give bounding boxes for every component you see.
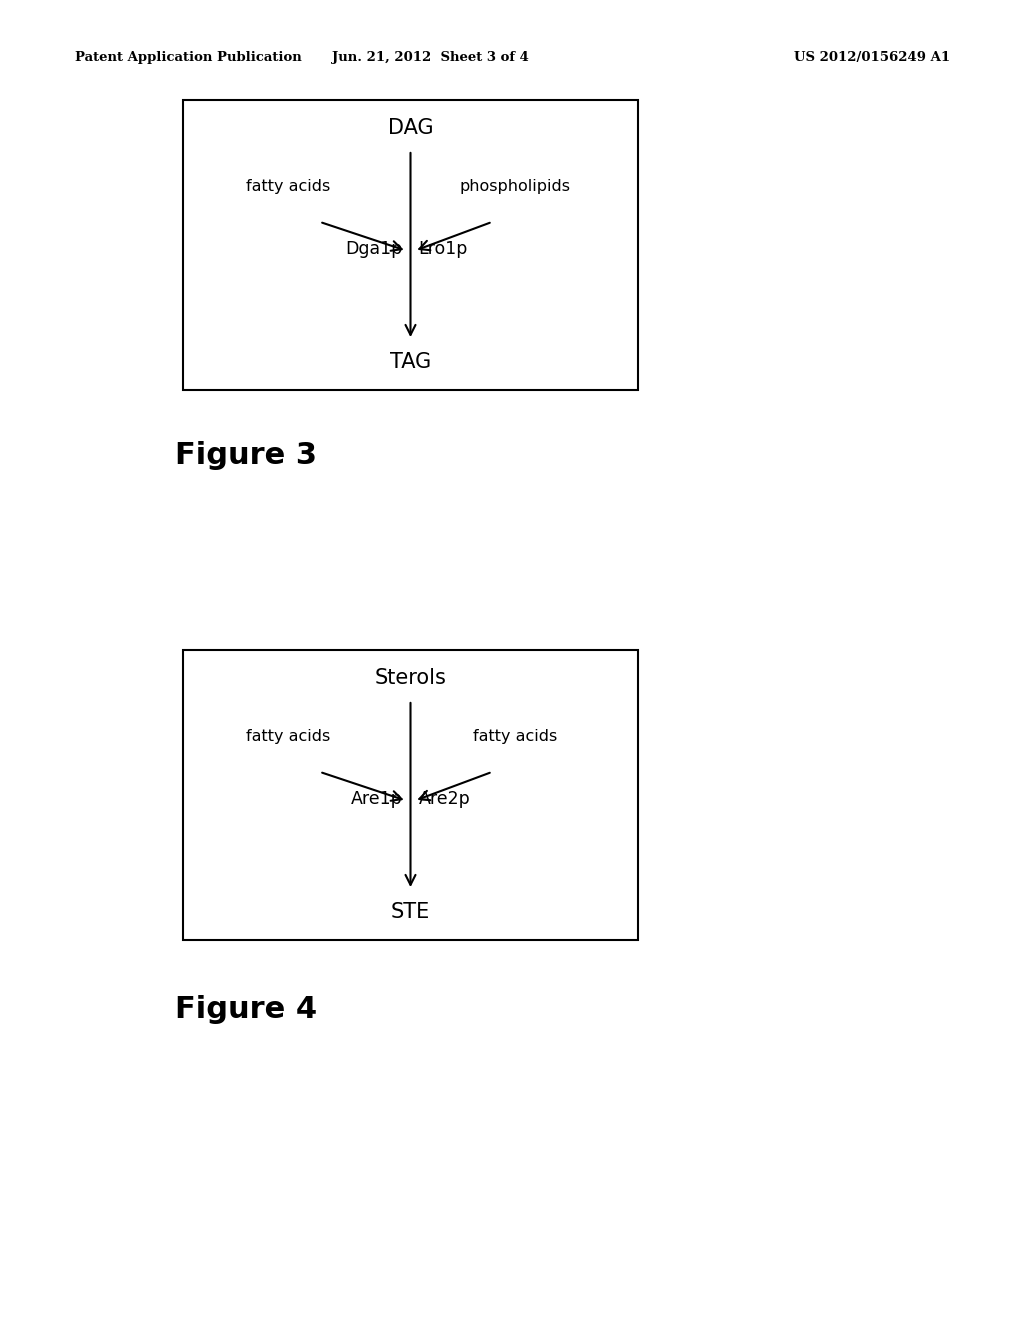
Text: Dga1p: Dga1p xyxy=(345,240,402,257)
Text: Figure 3: Figure 3 xyxy=(175,441,317,470)
Text: DAG: DAG xyxy=(388,117,433,139)
Text: TAG: TAG xyxy=(390,352,431,372)
Text: Sterols: Sterols xyxy=(375,668,446,688)
Text: STE: STE xyxy=(391,902,430,921)
Text: Jun. 21, 2012  Sheet 3 of 4: Jun. 21, 2012 Sheet 3 of 4 xyxy=(332,51,528,65)
Text: fatty acids: fatty acids xyxy=(246,730,330,744)
Text: Lro1p: Lro1p xyxy=(419,240,468,257)
Text: phospholipids: phospholipids xyxy=(460,180,570,194)
Text: Figure 4: Figure 4 xyxy=(175,995,317,1024)
Bar xyxy=(183,100,638,389)
Bar xyxy=(183,649,638,940)
Text: Are2p: Are2p xyxy=(419,789,470,808)
Text: fatty acids: fatty acids xyxy=(473,730,557,744)
Text: US 2012/0156249 A1: US 2012/0156249 A1 xyxy=(794,51,950,65)
Text: Patent Application Publication: Patent Application Publication xyxy=(75,51,302,65)
Text: fatty acids: fatty acids xyxy=(246,180,330,194)
Text: Are1p: Are1p xyxy=(351,789,402,808)
